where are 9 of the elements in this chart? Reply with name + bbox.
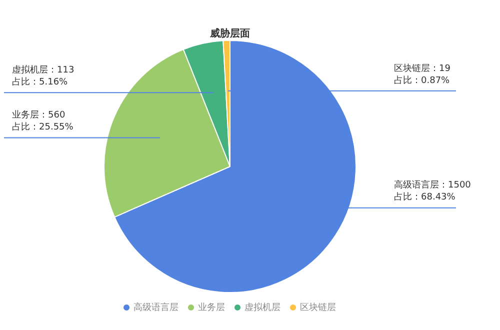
data-label: 业务层：560 占比：25.55% xyxy=(12,110,74,133)
data-label: 虚拟机层：113 占比：5.16% xyxy=(12,64,74,88)
data-label: 高级语言层：1500 占比：68.43% xyxy=(394,180,472,203)
legend-label: 高级语言层 xyxy=(134,302,178,313)
data-label: 区块链层：19 占比：0.87% xyxy=(394,62,451,86)
chart-title: 威胁层面 xyxy=(209,28,250,40)
legend-label: 虚拟机层 xyxy=(244,302,280,313)
legend-label: 业务层 xyxy=(198,302,225,313)
legend-label: 区块链层 xyxy=(300,302,336,313)
